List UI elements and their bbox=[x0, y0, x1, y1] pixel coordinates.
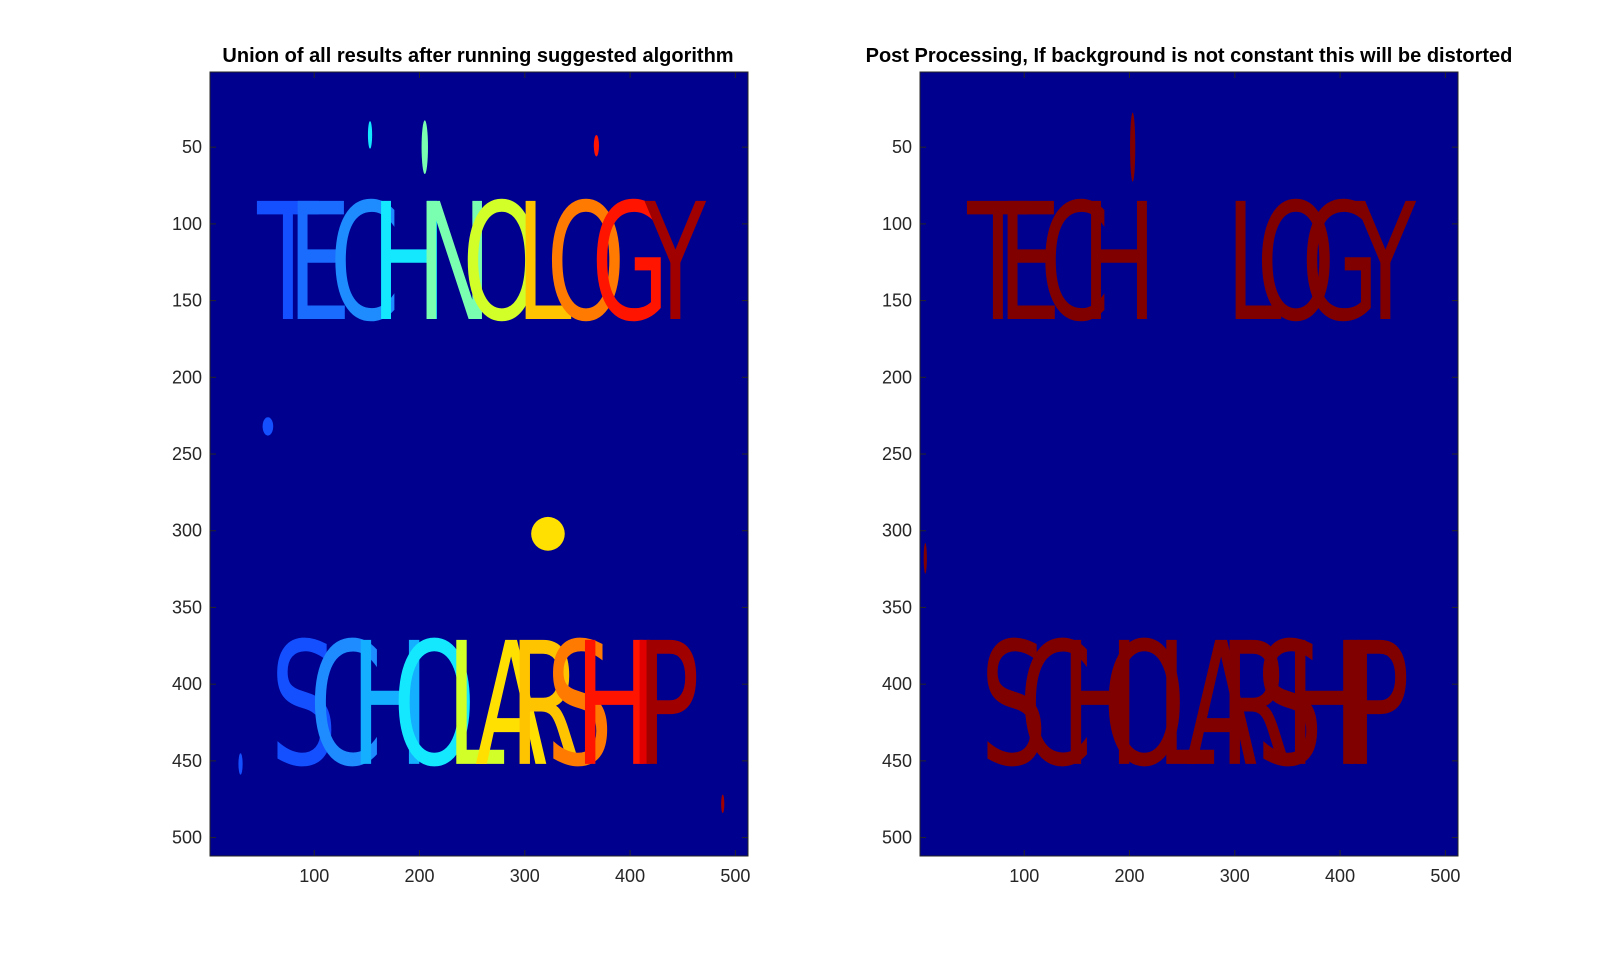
panel-2-word-1-letter-4: H bbox=[1081, 169, 1157, 358]
panel-2-ytick-label-3: 150 bbox=[882, 291, 912, 311]
panel-1-ytick-label-1: 50 bbox=[182, 137, 202, 157]
panel-1-word-2-letter-3: H bbox=[350, 608, 429, 805]
panel-1-blob-6 bbox=[421, 120, 428, 174]
panel-2-word-2-letter-11: P bbox=[1346, 608, 1410, 805]
panel-2-xtick-label-3: 300 bbox=[1220, 866, 1250, 886]
panel-2-word-2-letter-3: H bbox=[1060, 608, 1139, 805]
panel-1-word-1-letter-6: O bbox=[462, 169, 541, 358]
panel-1-xtick-label-3: 300 bbox=[510, 866, 540, 886]
panel-2-image-area bbox=[920, 72, 1458, 856]
panel-1-blob-5 bbox=[721, 794, 725, 814]
panel-2-ytick-label-1: 50 bbox=[892, 137, 912, 157]
panel-1-word-1-letter-9: G bbox=[591, 169, 669, 358]
panel-2-blob-1 bbox=[1130, 112, 1136, 182]
panel-1-word-2-letter-10: I bbox=[629, 608, 660, 805]
panel-1-word-1-letter-5: N bbox=[417, 169, 492, 358]
panel-1-word-1-letter-2: E bbox=[288, 169, 351, 358]
panel-1-word-2-letter-2: C bbox=[309, 608, 383, 805]
panel-1-ytick-label-6: 300 bbox=[172, 521, 202, 541]
panel-2-ytick-label-9: 450 bbox=[882, 751, 912, 771]
panel-1-title: Union of all results after running sugge… bbox=[222, 45, 733, 67]
panel-1-word-2-letter-8: S bbox=[546, 608, 613, 805]
panel-2-frame bbox=[919, 71, 1459, 857]
panel-1-xtick-label-4: 400 bbox=[615, 866, 645, 886]
panel-2-xtick-label-1: 100 bbox=[1009, 866, 1039, 886]
panel-1-word-2-letter-11: P bbox=[636, 608, 700, 805]
panel-1-word-1-letter-10: Y bbox=[644, 169, 707, 358]
panel-1-ytick-label-9: 450 bbox=[172, 751, 202, 771]
panel-2-word-1-letter-2: E bbox=[998, 169, 1061, 358]
panel-2-word-1-letter-3: C bbox=[1040, 169, 1110, 358]
panel-1-word-1-letter-1: T bbox=[256, 169, 319, 358]
panel-1-blob-2 bbox=[593, 134, 599, 157]
panel-1-word-2-letter-4: O bbox=[393, 608, 476, 805]
panel-2-xtick-label-5: 500 bbox=[1430, 866, 1460, 886]
panel-1-ytick-label-8: 400 bbox=[172, 674, 202, 694]
panel-2-ytick-label-5: 250 bbox=[882, 444, 912, 464]
panel-1-word-1-letter-4: H bbox=[371, 169, 447, 358]
panel-1-ticks: 100 200 300 400 500 50 100 150 200 250 300 350 400 45… bbox=[172, 72, 750, 886]
panel-2-word-1-letter-6: O bbox=[1256, 169, 1335, 358]
panel-2-ytick-label-6: 300 bbox=[882, 521, 912, 541]
panel-1-ytick-label-7: 350 bbox=[172, 597, 202, 617]
panel-1-ytick-label-2: 100 bbox=[172, 214, 202, 234]
panel-1-blob-4 bbox=[238, 753, 243, 775]
panel-1-word-2-letter-7: R bbox=[509, 608, 582, 805]
panel-1-word-2-letter-1: S bbox=[270, 608, 337, 805]
panel-1: Union of all results after running sugge… bbox=[172, 45, 750, 886]
panel-2-ytick-label-10: 500 bbox=[882, 828, 912, 848]
panel-2-word-2-letter-4: O bbox=[1103, 608, 1186, 805]
panel-2-ticks: 100 200 300 400 500 50 100 150 200 250 300 350 400 45… bbox=[882, 72, 1460, 886]
panel-2-ytick-label-7: 350 bbox=[882, 597, 912, 617]
panel-2-word-2-letter-2: C bbox=[1019, 608, 1093, 805]
panel-1-word-1-letter-8: O bbox=[546, 169, 625, 358]
panel-2-word-1-letter-8: Y bbox=[1354, 169, 1417, 358]
panel-2-blob-2 bbox=[923, 543, 927, 574]
panel-1-image-area bbox=[210, 72, 748, 856]
panel-1-word-1-letter-7: L bbox=[516, 169, 572, 358]
panel-2-title: Post Processing, If background is not co… bbox=[866, 45, 1513, 67]
panel-1-blob-7 bbox=[367, 121, 373, 149]
panel-1-ytick-label-10: 500 bbox=[172, 828, 202, 848]
panel-2-word-1-letter-7: G bbox=[1301, 169, 1379, 358]
panel-2-word-1-letter-5: L bbox=[1226, 169, 1282, 358]
panel-1-ytick-label-4: 200 bbox=[172, 367, 202, 387]
panel-1-xtick-label-5: 500 bbox=[720, 866, 750, 886]
panel-1-ytick-label-3: 150 bbox=[172, 291, 202, 311]
panel-1-blob-3 bbox=[262, 417, 274, 436]
panel-1-blob-1 bbox=[531, 516, 565, 551]
panel-2-ytick-label-2: 100 bbox=[882, 214, 912, 234]
panel-1-frame bbox=[209, 71, 749, 857]
panel-2-word-2-letter-9: H bbox=[1285, 608, 1364, 805]
panel-1-ytick-label-5: 250 bbox=[172, 444, 202, 464]
panel-2-word-2-letter-8: S bbox=[1256, 608, 1323, 805]
panel-2-word-2-letter-6: A bbox=[1185, 608, 1257, 805]
panel-2-word-2-letter-1: S bbox=[980, 608, 1047, 805]
panel-2: Post Processing, If background is not co… bbox=[866, 45, 1513, 886]
panel-2-ytick-label-4: 200 bbox=[882, 367, 912, 387]
panel-2-xtick-label-2: 200 bbox=[1114, 866, 1144, 886]
panel-2-word-1-letter-1: T bbox=[966, 169, 1029, 358]
panel-2-ytick-label-8: 400 bbox=[882, 674, 912, 694]
panel-1-word-2-letter-5: L bbox=[446, 608, 505, 805]
panel-2-word-2-letter-10: I bbox=[1339, 608, 1370, 805]
panel-2-xtick-label-4: 400 bbox=[1325, 866, 1355, 886]
panel-1-word-2-letter-6: A bbox=[475, 608, 547, 805]
panel-1-xtick-label-2: 200 bbox=[404, 866, 434, 886]
panel-2-word-2-letter-7: R bbox=[1219, 608, 1292, 805]
panel-2-word-2-letter-5: L bbox=[1156, 608, 1215, 805]
panel-1-word-2-letter-9: H bbox=[575, 608, 654, 805]
panel-1-xtick-label-1: 100 bbox=[299, 866, 329, 886]
panel-1-word-1-letter-3: C bbox=[330, 169, 400, 358]
